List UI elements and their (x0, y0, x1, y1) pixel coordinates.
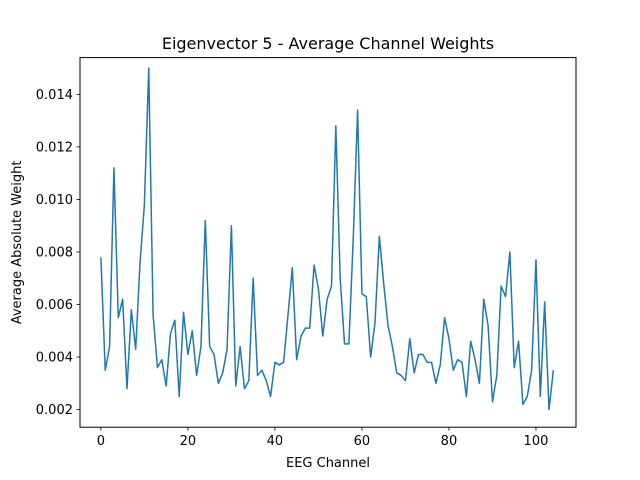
y-axis: 0.002 0.004 0.006 0.008 0.010 0.012 0.014 (36, 88, 80, 418)
x-axis-label: EEG Channel (286, 456, 370, 471)
y-tick-label: 0.002 (36, 403, 73, 418)
axes-frame (79, 57, 577, 428)
x-tick-label: 60 (354, 434, 371, 449)
y-tick-label: 0.010 (36, 193, 73, 208)
x-tick-label: 20 (180, 434, 197, 449)
y-tick-label: 0.012 (36, 140, 73, 155)
y-tick-label: 0.008 (36, 245, 73, 260)
y-tick-label: 0.006 (36, 298, 73, 313)
chart-title: Eigenvector 5 - Average Channel Weights (162, 34, 494, 53)
plot-area (100, 67, 555, 411)
y-tick-label: 0.014 (36, 88, 73, 103)
y-axis-label: Average Absolute Weight (10, 161, 25, 325)
x-axis: 0 20 40 60 80 100 (97, 427, 549, 449)
x-tick-label: 0 (97, 434, 105, 449)
series-line (100, 67, 555, 411)
x-tick-label: 40 (267, 434, 284, 449)
x-tick-label: 100 (524, 434, 549, 449)
x-tick-label: 80 (441, 434, 458, 449)
y-tick-label: 0.004 (36, 351, 73, 366)
